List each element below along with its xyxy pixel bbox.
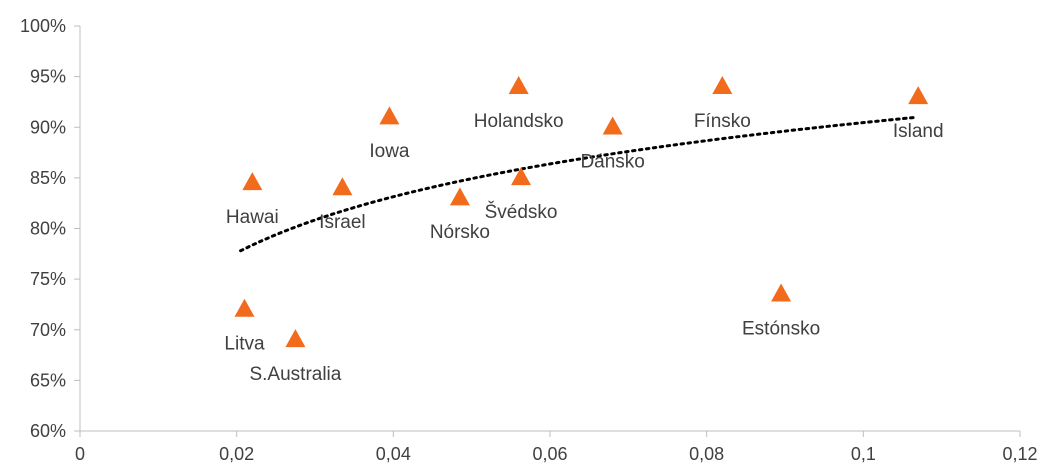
data-point-marker xyxy=(242,172,263,191)
data-point-marker xyxy=(602,116,623,135)
data-point-marker xyxy=(379,106,400,125)
data-point-label: Nórsko xyxy=(430,222,490,243)
data-point-label: S.Australia xyxy=(249,364,341,385)
data-point-label: Holandsko xyxy=(474,111,564,132)
data-point-label: Estónsko xyxy=(742,318,820,339)
data-point-marker xyxy=(449,187,470,206)
data-point-label: Švédsko xyxy=(485,201,558,223)
data-point-label: Fínsko xyxy=(694,111,751,132)
y-tick-label: 95% xyxy=(30,67,66,87)
data-point-label: Hawai xyxy=(226,207,279,228)
data-point-marker xyxy=(771,283,792,302)
data-point-marker xyxy=(712,75,733,94)
data-point-marker xyxy=(908,86,929,105)
x-tick-label: 0,12 xyxy=(1002,444,1037,464)
x-tick-label: 0,06 xyxy=(532,444,567,464)
data-point-marker xyxy=(285,329,306,348)
y-tick-label: 90% xyxy=(30,117,66,137)
trendline xyxy=(239,116,916,253)
data-point-marker xyxy=(332,177,353,196)
y-tick-label: 85% xyxy=(30,168,66,188)
data-points xyxy=(234,75,929,348)
y-tick-label: 60% xyxy=(30,421,66,441)
x-axis-ticks: 0 0,02 0,04 0,06 0,08 0,1 0,12 xyxy=(75,431,1038,464)
y-axis-ticks: 60% 65% 70% 75% 80% 85% 90% 95% 100% xyxy=(20,16,80,441)
data-point-marker xyxy=(234,298,255,317)
data-point-label: Litva xyxy=(224,334,265,355)
x-tick-label: 0,02 xyxy=(219,444,254,464)
point-labels: Hawai Litva S.Australia Israel Iowa Nórsko Hol… xyxy=(224,111,943,385)
data-point-label: Dánsko xyxy=(580,151,644,172)
data-point-marker xyxy=(508,75,529,94)
data-point-label: Iowa xyxy=(369,141,410,162)
x-tick-label: 0 xyxy=(75,444,85,464)
data-point-label: Israel xyxy=(319,212,365,233)
y-tick-label: 75% xyxy=(30,269,66,289)
x-tick-label: 0,08 xyxy=(689,444,724,464)
x-tick-label: 0,04 xyxy=(376,444,411,464)
plot-area: 60% 65% 70% 75% 80% 85% 90% 95% 100% 0 0,02 0,04 0,… xyxy=(20,16,1038,464)
y-tick-label: 100% xyxy=(20,16,66,36)
y-tick-label: 80% xyxy=(30,219,66,239)
y-tick-label: 65% xyxy=(30,370,66,390)
x-tick-label: 0,1 xyxy=(851,444,876,464)
y-tick-label: 70% xyxy=(30,320,66,340)
data-point-label: Island xyxy=(893,121,944,142)
data-point-marker xyxy=(511,167,532,186)
